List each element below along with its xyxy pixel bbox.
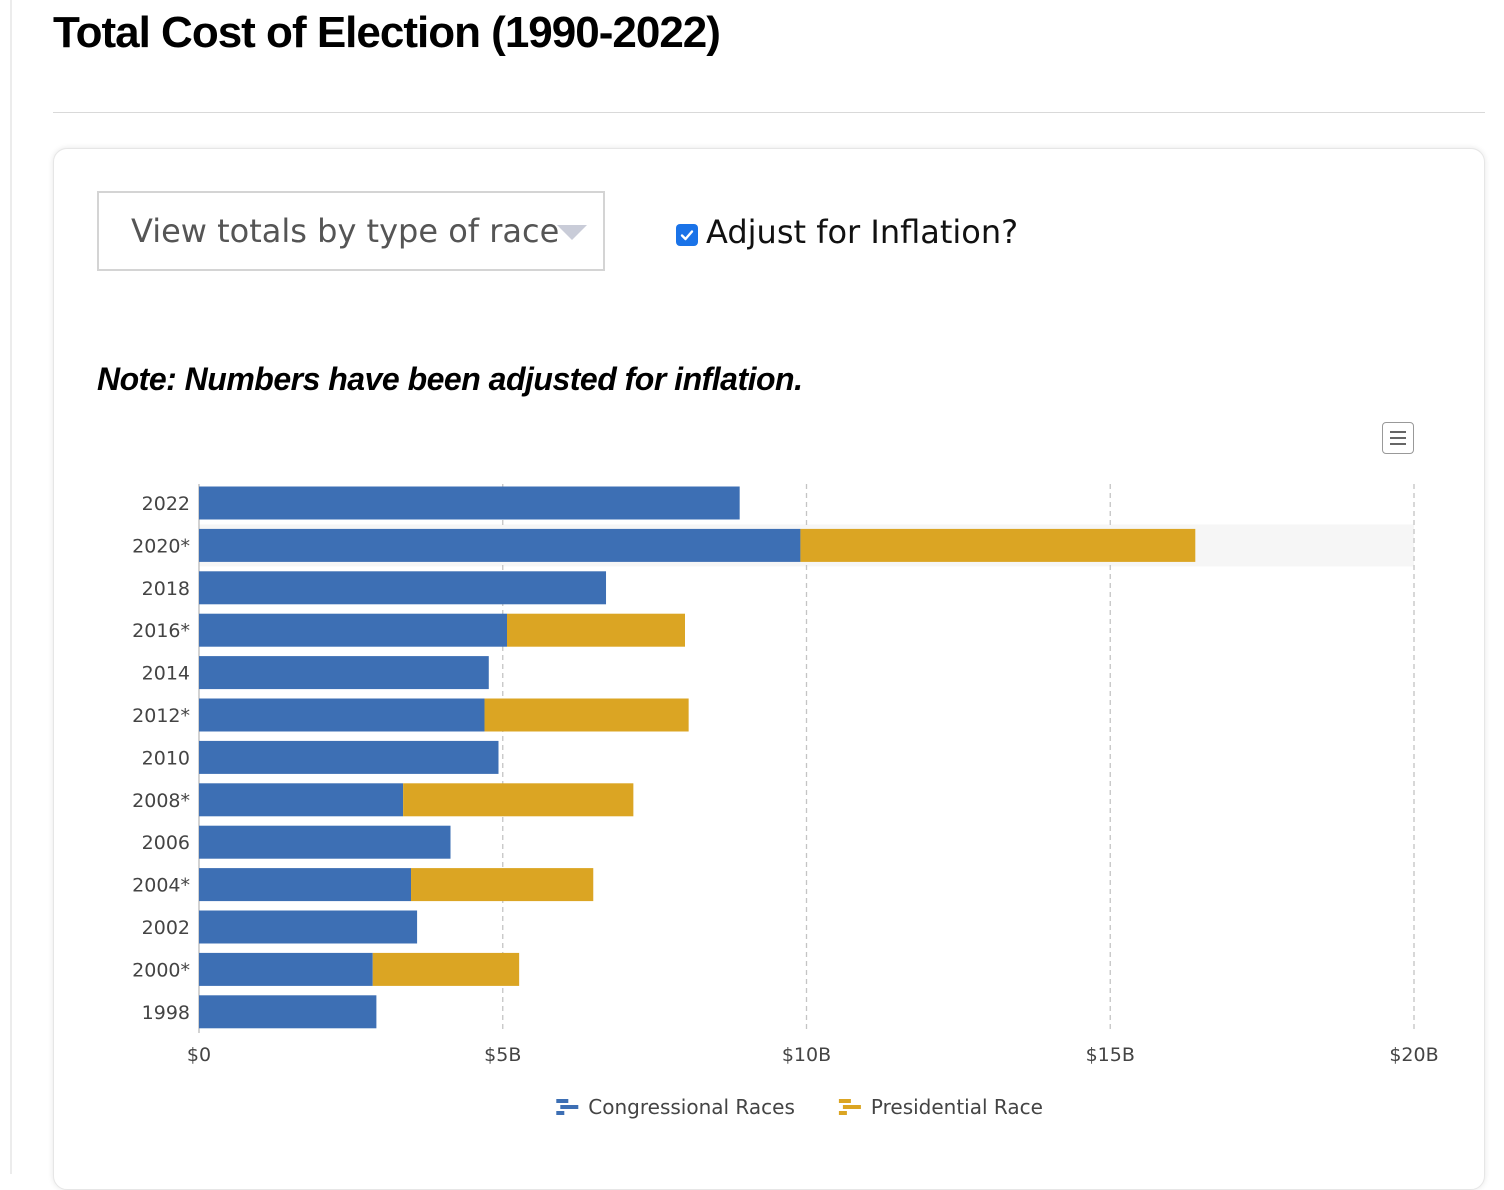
bar-presidential-race (411, 868, 594, 902)
x-tick-label: $10B (782, 1044, 831, 1066)
bar-presidential-race (484, 698, 689, 732)
legend-item: Congressional Races (588, 1095, 795, 1119)
legend-swatch-icon (556, 1099, 569, 1103)
bar-presidential-race (800, 528, 1196, 562)
y-tick-label: 2002 (142, 917, 190, 939)
title-divider (53, 112, 1485, 113)
bar-congressional-races (199, 486, 740, 520)
legend-swatch-icon (838, 1111, 847, 1115)
x-tick-label: $0 (187, 1044, 211, 1066)
inflation-toggle[interactable]: Adjust for Inflation? (676, 213, 1018, 251)
y-tick-label: 2008* (132, 790, 190, 812)
checkmark-icon (680, 230, 694, 241)
legend-item: Presidential Race (871, 1095, 1043, 1119)
bar-congressional-races (199, 783, 404, 817)
bar-congressional-races (199, 528, 801, 562)
bar-congressional-races (199, 613, 508, 647)
x-tick-label: $15B (1086, 1044, 1135, 1066)
hamburger-menu-icon (1390, 431, 1406, 433)
view-type-dropdown[interactable]: View totals by type of race (97, 191, 605, 271)
chart-card: View totals by type of race Adjust for I… (53, 148, 1485, 1190)
y-tick-label: 2012* (132, 705, 190, 727)
y-tick-label: 2018 (142, 578, 190, 600)
x-tick-label: $20B (1389, 1044, 1438, 1066)
inflation-note: Note: Numbers have been adjusted for inf… (97, 361, 803, 397)
bar-congressional-races (199, 825, 451, 859)
page-left-rule (10, 0, 12, 1174)
y-tick-label: 1998 (142, 1002, 190, 1024)
bar-presidential-race (507, 613, 685, 647)
y-tick-label: 2020* (132, 535, 190, 557)
dropdown-selected-value: View totals by type of race (131, 212, 560, 250)
y-tick-label: 2000* (132, 959, 190, 981)
y-tick-label: 2004* (132, 875, 190, 897)
bar-congressional-races (199, 995, 377, 1029)
y-tick-label: 2006 (142, 832, 190, 854)
bar-congressional-races (199, 952, 373, 986)
bar-presidential-race (403, 783, 634, 817)
page-title: Total Cost of Election (1990-2022) (53, 8, 721, 57)
bar-congressional-races (199, 910, 418, 944)
y-tick-label: 2022 (142, 493, 190, 515)
chart-menu-button[interactable] (1382, 422, 1414, 454)
legend-swatch-icon (556, 1111, 565, 1115)
y-tick-label: 2014 (142, 663, 190, 685)
bar-congressional-races (199, 740, 499, 774)
y-tick-label: 2010 (142, 747, 190, 769)
x-tick-label: $5B (484, 1044, 521, 1066)
legend-swatch-icon (560, 1105, 579, 1109)
bar-presidential-race (372, 952, 520, 986)
legend-swatch-icon (838, 1099, 851, 1103)
stacked-bar-chart: 2022 2020* 2018 2016* 2014 2012* 2010 2008* 2006… (132, 484, 1439, 1119)
inflation-checkbox-label: Adjust for Inflation? (706, 213, 1019, 251)
bar-congressional-races (199, 571, 607, 605)
bar-congressional-races (199, 656, 489, 690)
bar-congressional-races (199, 868, 412, 902)
chevron-down-icon (557, 225, 587, 240)
legend-swatch-icon (842, 1105, 861, 1109)
bar-congressional-races (199, 698, 485, 732)
inflation-checkbox[interactable] (676, 224, 698, 246)
y-tick-label: 2016* (132, 620, 190, 642)
